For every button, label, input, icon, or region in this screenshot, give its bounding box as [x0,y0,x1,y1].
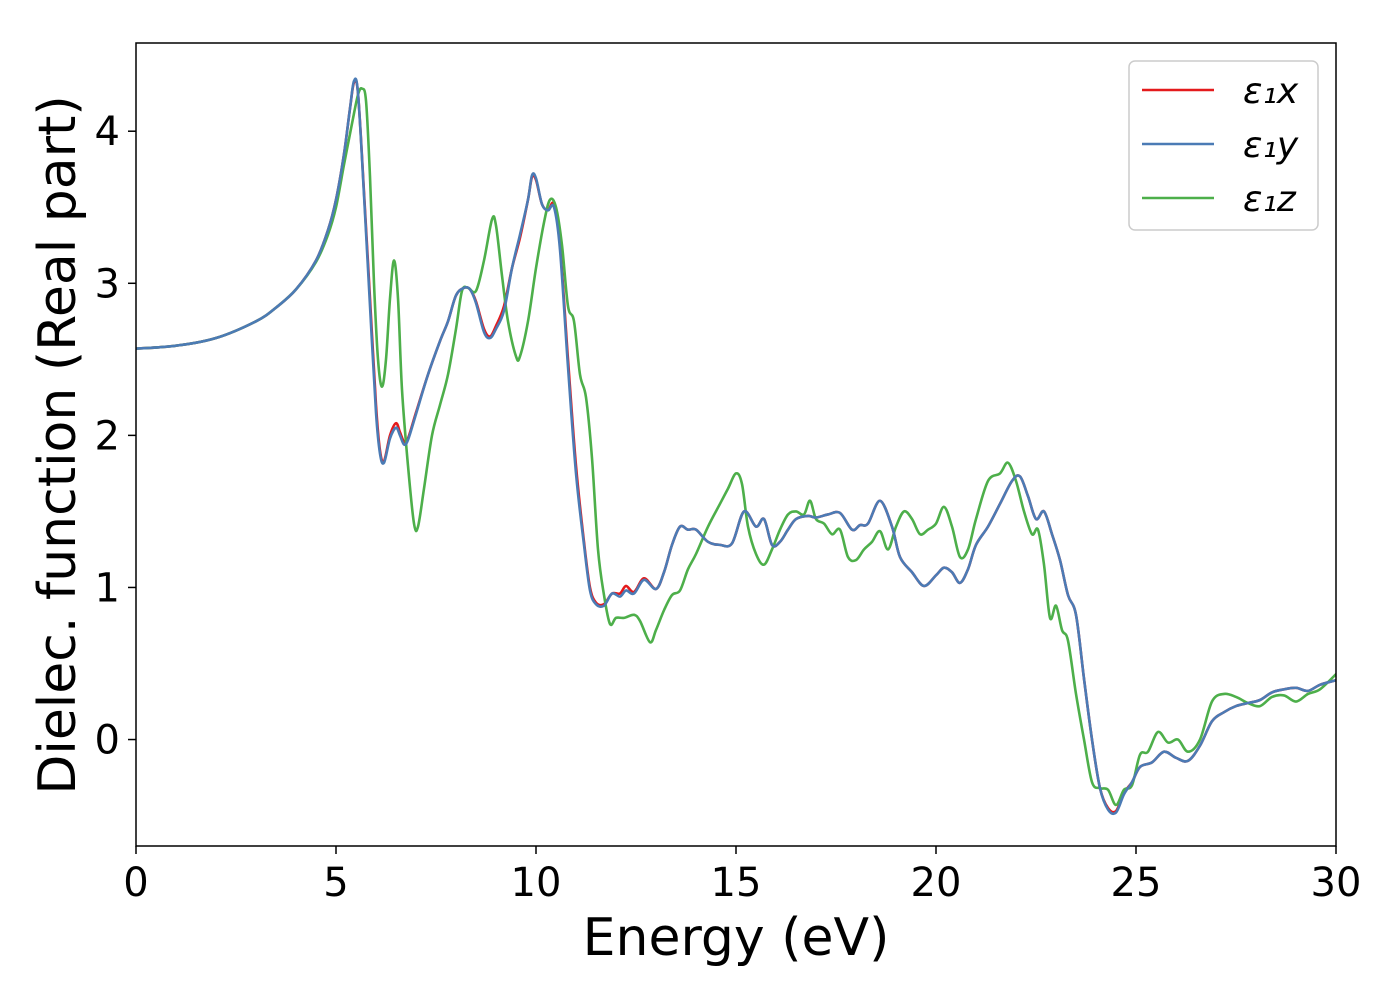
series-line-2 [136,87,1336,807]
legend-label-1: ε₁y [1243,125,1299,166]
y-tick-label: 1 [95,565,120,611]
x-tick-label: 10 [511,860,562,906]
y-tick-label: 2 [95,413,120,459]
x-axis-label: Energy (eV) [583,908,890,968]
y-tick-label: 4 [95,109,120,155]
x-axis-ticks: 0 5 10 15 20 25 30 [123,846,1361,906]
x-tick-label: 0 [123,860,148,906]
x-tick-label: 5 [323,860,348,906]
series-line-1 [136,77,1336,816]
legend-label-2: ε₁z [1243,179,1297,220]
y-tick-label: 3 [95,261,120,307]
legend-box [1128,60,1319,231]
series-layer [136,77,1336,816]
x-tick-label: 25 [1111,860,1162,906]
x-tick-label: 30 [1311,860,1362,906]
y-axis-ticks: 0 1 2 3 4 [95,109,136,764]
y-axis-label: Dielec. function (Real part) [28,95,88,794]
legend: ε₁x ε₁y ε₁z [1128,60,1319,231]
x-tick-label: 20 [911,860,962,906]
legend-label-0: ε₁x [1243,71,1299,112]
x-tick-label: 15 [711,860,762,906]
y-tick-label: 0 [95,718,120,764]
